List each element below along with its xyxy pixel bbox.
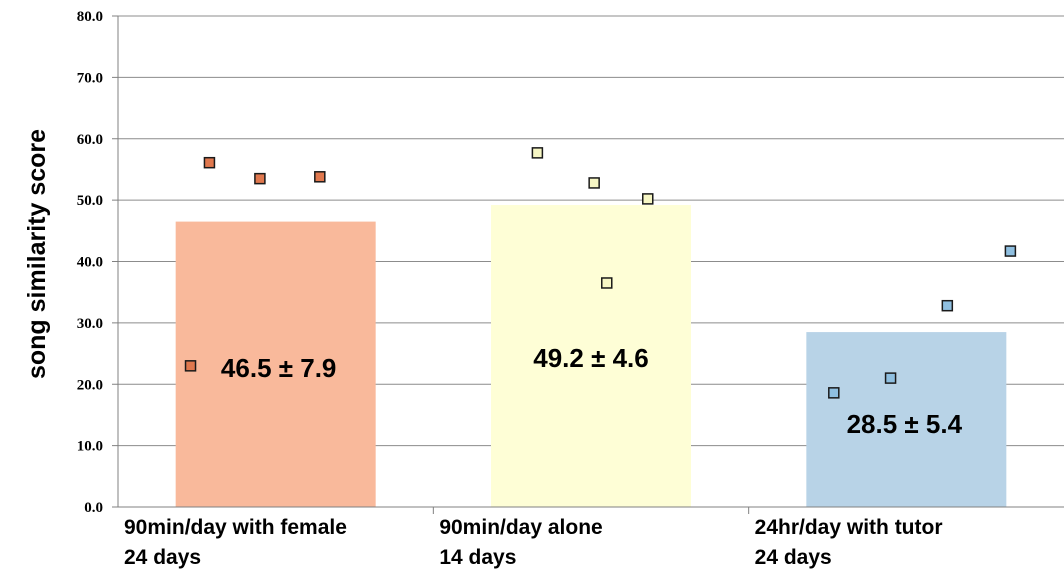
- data-point: [642, 193, 654, 205]
- data-point: [314, 171, 326, 183]
- x-category-label: 90min/day alone: [439, 516, 602, 539]
- y-tick-label: 40.0: [77, 255, 103, 271]
- bar: [175, 221, 376, 507]
- bar: [806, 332, 1007, 507]
- y-tick-label: 0.0: [84, 500, 103, 516]
- y-tick-label: 10.0: [77, 439, 103, 455]
- y-tick-label: 80.0: [77, 9, 103, 25]
- data-label: 28.5 ± 5.4: [847, 409, 963, 439]
- data-point: [254, 172, 266, 185]
- data-label: 49.2 ± 4.6: [533, 343, 648, 373]
- x-category-sublabel: 24 days: [755, 546, 832, 569]
- data-labels: 46.5 ± 7.9 49.2 ± 4.6 28.5 ± 5.4: [221, 343, 963, 439]
- x-category-sublabel: 14 days: [439, 546, 516, 569]
- x-category-sublabel: 24 days: [124, 546, 201, 569]
- data-label: 46.5 ± 7.9: [221, 353, 336, 383]
- data-point: [588, 177, 600, 189]
- data-point: [203, 156, 216, 169]
- y-tick-label: 60.0: [77, 132, 103, 148]
- data-point: [941, 299, 954, 312]
- y-tick-label: 30.0: [77, 316, 103, 332]
- x-category-label: 90min/day with female: [124, 516, 347, 539]
- x-category-label: 24hr/day with tutor: [755, 516, 943, 539]
- y-tick-label: 20.0: [77, 377, 103, 393]
- y-axis-label: song similarity score: [23, 129, 51, 379]
- y-tick-label: 50.0: [77, 193, 103, 209]
- data-point: [1004, 245, 1017, 257]
- data-point: [601, 277, 613, 289]
- bar: [491, 205, 691, 507]
- axes: 0.0 10.0 20.0 30.0 40.0 50.0 60.0 70.0 80.0 90min…: [77, 9, 1064, 569]
- data-point: [884, 372, 897, 384]
- data-point: [828, 387, 840, 399]
- data-point: [531, 147, 544, 159]
- data-point: [184, 360, 197, 372]
- individual-points: [184, 147, 1017, 399]
- bars: [175, 205, 1007, 507]
- y-tick-label: 70.0: [77, 70, 103, 86]
